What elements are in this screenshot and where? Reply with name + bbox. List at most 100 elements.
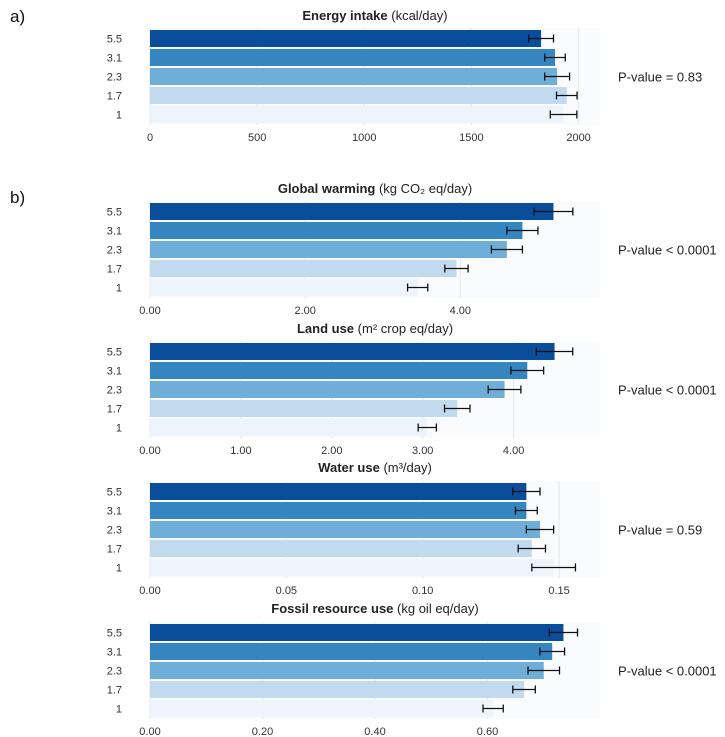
chart-title-unit: (m³/day) [380,460,432,475]
category-label-1.7: 1.7 [107,544,122,556]
bar-1.7 [150,260,457,277]
chart-title: Land use (m² crop eq/day) [297,321,453,336]
bar-1 [150,559,554,576]
category-label-3.1: 3.1 [107,506,122,518]
category-label-2.3: 2.3 [107,245,122,257]
chart-title-main: Energy intake [302,8,387,23]
bar-1.7 [150,87,567,104]
tick-label-3: 0.60 [477,726,498,737]
tick-label-0: 0.00 [139,445,160,457]
tick-label-1: 1.00 [230,445,251,457]
category-label-2.3: 2.3 [107,525,122,537]
tick-label-0: 0.00 [139,305,160,317]
bar-3.1 [150,49,555,66]
bar-3.1 [150,643,553,660]
chart-2: Global warming (kg CO₂ eq/day) 1 1.7 2.3 3.1… [107,181,717,317]
bar-5.5 [150,624,564,641]
tick-label-1: 0.05 [276,585,297,597]
chart-title-unit: (kg oil eq/day) [393,601,478,616]
category-label-3.1: 3.1 [107,366,122,378]
chart-5: Fossil resource use (kg oil eq/day) 1 1.7 2… [107,601,717,737]
category-label-1.7: 1.7 [107,685,122,697]
tick-label-0: 0 [147,132,153,144]
p-value: P-value < 0.0001 [618,664,717,679]
chart-title: Fossil resource use (kg oil eq/day) [271,601,478,616]
tick-label-1: 2.00 [294,305,315,317]
category-label-1: 1 [116,423,122,435]
category-label-1.7: 1.7 [107,264,122,276]
chart-title-unit: (kg CO₂ eq/day) [375,181,472,196]
category-label-1: 1 [116,563,122,575]
panel-label-b: b) [10,188,25,207]
bar-1.7 [150,540,532,557]
p-value: P-value < 0.0001 [618,383,717,398]
bar-1 [150,419,428,436]
bar-2.3 [150,68,558,85]
tick-label-4: 2000 [566,132,590,144]
tick-label-0: 0.00 [139,726,160,737]
bar-2.3 [150,662,544,679]
category-label-3.1: 3.1 [107,226,122,238]
chart-4: Water use (m³/day) 1 1.7 2.3 3.1 5.5 0.00 0.05 0… [107,460,703,597]
tick-label-2: 2.00 [321,445,342,457]
bar-5.5 [150,30,542,47]
chart-title: Global warming (kg CO₂ eq/day) [278,181,472,196]
category-label-5.5: 5.5 [107,347,122,359]
bar-3.1 [150,502,527,519]
tick-label-3: 3.00 [412,445,433,457]
tick-label-2: 0.10 [412,585,433,597]
category-label-1.7: 1.7 [107,404,122,416]
tick-label-2: 4.00 [450,305,471,317]
category-label-5.5: 5.5 [107,487,122,499]
chart-3: Land use (m² crop eq/day) 1 1.7 2.3 3.1 5.5 0.… [107,321,717,457]
bar-5.5 [150,203,554,220]
chart-title-unit: (kcal/day) [388,8,448,23]
bar-2.3 [150,521,540,538]
bar-5.5 [150,343,555,360]
category-label-2.3: 2.3 [107,385,122,397]
bar-3.1 [150,222,523,239]
category-label-5.5: 5.5 [107,628,122,640]
p-value: P-value = 0.59 [618,523,702,538]
tick-label-2: 1000 [352,132,376,144]
category-label-5.5: 5.5 [107,34,122,46]
bar-1 [150,700,494,717]
chart-title: Energy intake (kcal/day) [302,8,447,23]
chart-1: Energy intake (kcal/day) 1 1.7 2.3 3.1 5.5 0 50… [107,8,703,144]
bar-5.5 [150,483,527,500]
bar-2.3 [150,381,505,398]
p-value: P-value < 0.0001 [618,243,717,258]
category-label-1: 1 [116,110,122,122]
bar-1.7 [150,681,525,698]
bar-1.7 [150,400,458,417]
category-label-3.1: 3.1 [107,647,122,659]
p-value: P-value = 0.83 [618,70,702,85]
panel-label-a: a) [10,7,25,26]
chart-title: Water use (m³/day) [318,460,432,475]
category-label-2.3: 2.3 [107,72,122,84]
chart-title-main: Fossil resource use [271,601,393,616]
category-label-3.1: 3.1 [107,53,122,65]
tick-label-1: 500 [248,132,266,144]
category-label-1: 1 [116,283,122,295]
bar-1 [150,106,564,123]
tick-label-1: 0.20 [252,726,273,737]
chart-title-main: Global warming [278,181,376,196]
chart-title-main: Land use [297,321,354,336]
charts-group: Energy intake (kcal/day) 1 1.7 2.3 3.1 5.5 0 50… [107,8,717,737]
tick-label-3: 1500 [459,132,483,144]
category-label-1.7: 1.7 [107,91,122,103]
bar-1 [150,279,418,296]
category-label-2.3: 2.3 [107,666,122,678]
category-label-1: 1 [116,704,122,716]
tick-label-0: 0.00 [139,585,160,597]
tick-label-4: 4.00 [503,445,524,457]
bar-2.3 [150,241,507,258]
chart-title-main: Water use [318,460,380,475]
bar-3.1 [150,362,528,379]
chart-title-unit: (m² crop eq/day) [354,321,453,336]
tick-label-2: 0.40 [364,726,385,737]
category-label-5.5: 5.5 [107,207,122,219]
tick-label-3: 0.15 [548,585,569,597]
